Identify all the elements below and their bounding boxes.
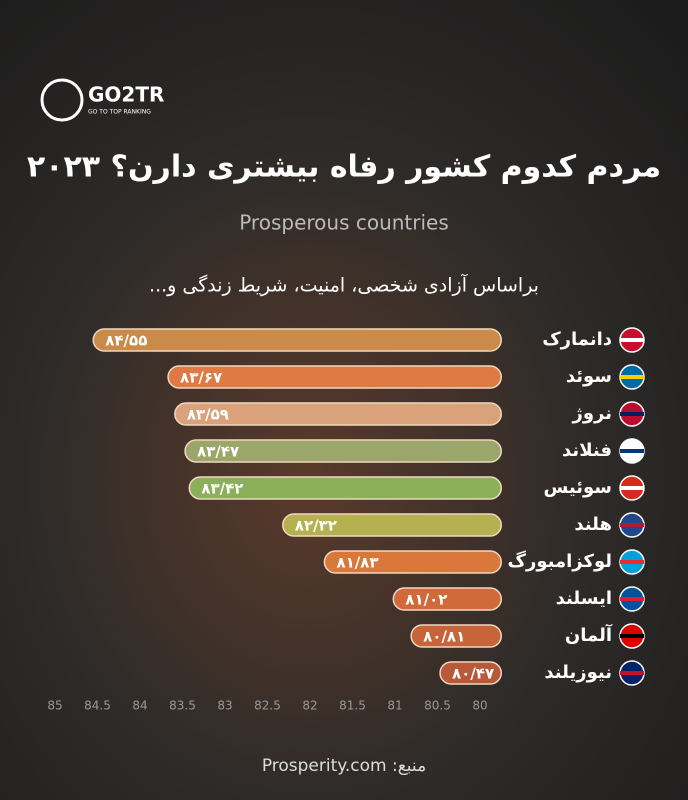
flag-stripe xyxy=(620,597,644,601)
category-label: فنلاند xyxy=(562,440,612,461)
flag-stripe xyxy=(620,634,644,638)
note: براساس آزادی شخصی، امنیت، شریط زندگی و..… xyxy=(149,273,539,297)
flag-stripe xyxy=(620,560,644,564)
bar xyxy=(439,661,502,685)
logo-name: GO2TR xyxy=(88,83,164,107)
bar xyxy=(282,513,502,537)
x-tick-label: 82 xyxy=(302,699,317,713)
x-tick-label: 80 xyxy=(472,699,487,713)
flag-stripe xyxy=(620,671,644,675)
category-label: ایسلند xyxy=(556,588,612,609)
flag-stripe xyxy=(620,486,644,490)
category-label: سوئد xyxy=(566,366,612,387)
x-tick-label: 83.5 xyxy=(169,699,196,713)
bar xyxy=(188,476,503,500)
category-label: لوکزامبورگ xyxy=(508,550,612,572)
x-tick-label: 84 xyxy=(132,699,147,713)
x-tick-label: 80.5 xyxy=(424,699,451,713)
bar xyxy=(184,439,503,463)
category-label: سوئیس xyxy=(543,477,612,498)
category-label: هلند xyxy=(574,514,612,535)
x-tick-label: 85 xyxy=(47,699,62,713)
flag-stripe xyxy=(620,523,644,527)
bar xyxy=(92,328,502,352)
source: منبع: Prosperity.com xyxy=(262,756,426,776)
bar xyxy=(410,624,502,648)
value-label: ۸۳/۴۲ xyxy=(201,480,243,498)
x-tick-label: 82.5 xyxy=(254,699,281,713)
flag-stripe xyxy=(620,449,644,453)
value-label: ۸۱/۰۲ xyxy=(405,591,447,609)
value-label: ۸۴/۵۵ xyxy=(105,332,147,350)
x-tick-label: 81.5 xyxy=(339,699,366,713)
bar xyxy=(167,365,503,389)
value-label: ۸۱/۸۳ xyxy=(336,554,378,572)
bar xyxy=(323,550,503,574)
value-label: ۸۳/۴۷ xyxy=(197,443,239,461)
flag-stripe xyxy=(620,412,644,416)
flag-stripe xyxy=(620,375,644,379)
value-label: ۸۲/۳۲ xyxy=(295,517,337,535)
category-label: آلمان xyxy=(565,623,613,646)
logo-icon xyxy=(40,78,84,122)
category-label: نروژ xyxy=(571,403,612,424)
value-label: ۸۰/۸۱ xyxy=(423,628,465,646)
x-tick-label: 84.5 xyxy=(84,699,111,713)
bar xyxy=(174,402,502,426)
flag-stripe xyxy=(620,338,644,342)
value-label: ۸۰/۴۷ xyxy=(452,665,494,683)
subtitle: Prosperous countries xyxy=(239,211,449,235)
bar xyxy=(392,587,502,611)
value-label: ۸۳/۵۹ xyxy=(187,406,229,424)
x-tick-label: 81 xyxy=(387,699,402,713)
category-label: دانمارک xyxy=(542,329,612,350)
value-label: ۸۳/۶۷ xyxy=(180,369,222,387)
category-label: نیوزیلند xyxy=(544,662,612,683)
logo-tagline: GO TO TOP RANKING xyxy=(88,109,151,116)
x-tick-label: 83 xyxy=(217,699,232,713)
chart-title: مردم کدوم کشور رفاه بیشتری دارن؟ ۲۰۲۳ xyxy=(27,150,661,185)
